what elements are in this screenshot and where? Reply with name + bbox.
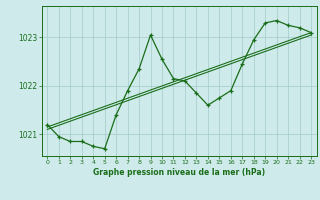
X-axis label: Graphe pression niveau de la mer (hPa): Graphe pression niveau de la mer (hPa) xyxy=(93,168,265,177)
